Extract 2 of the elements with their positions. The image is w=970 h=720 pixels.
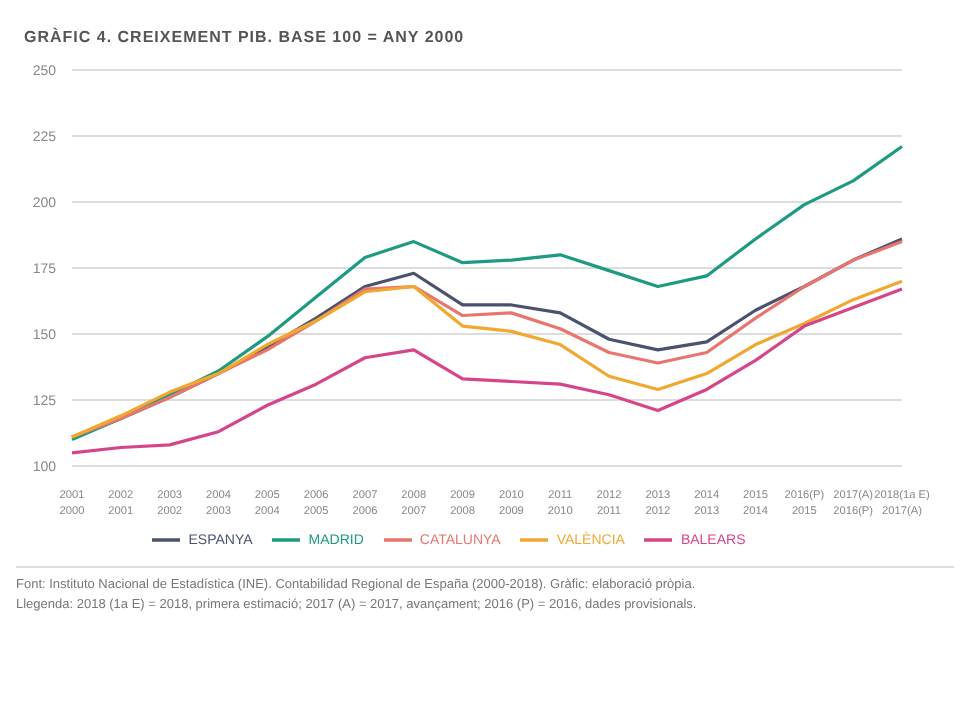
chart-title: GRÀFIC 4. CREIXEMENT PIB. BASE 100 = ANY 2000	[24, 28, 467, 46]
line-series	[70, 144, 904, 442]
